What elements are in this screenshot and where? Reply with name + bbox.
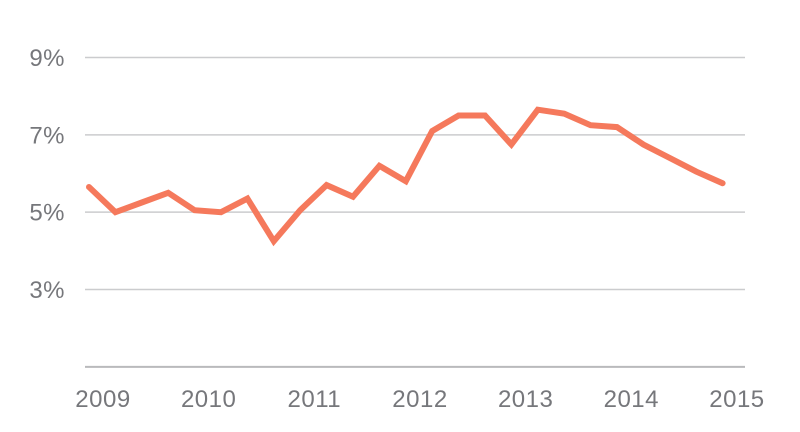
x-axis-tick-label: 2010 xyxy=(181,386,236,413)
y-axis-tick-label: 5% xyxy=(29,200,65,227)
x-axis-tick-label: 2012 xyxy=(392,386,447,413)
x-axis-tick-label: 2011 xyxy=(288,386,342,413)
y-axis-tick-label: 9% xyxy=(29,45,65,72)
x-axis-tick-label: 2014 xyxy=(604,386,659,413)
x-axis-tick-label: 2009 xyxy=(75,386,130,413)
y-axis-tick-label: 3% xyxy=(29,277,65,304)
x-axis-tick-label: 2015 xyxy=(709,386,764,413)
data-line xyxy=(86,106,726,247)
x-axis-tick-label: 2013 xyxy=(498,386,553,413)
y-axis-tick-label: 7% xyxy=(29,122,65,149)
